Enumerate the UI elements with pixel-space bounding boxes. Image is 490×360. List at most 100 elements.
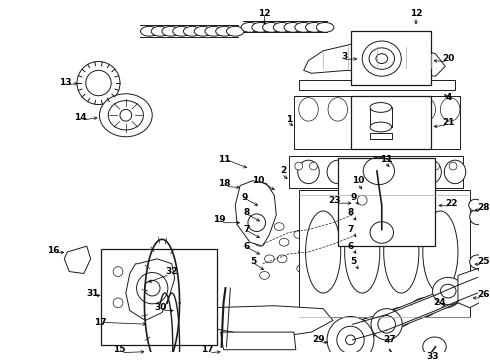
Ellipse shape [470,255,485,269]
Polygon shape [304,44,445,76]
Ellipse shape [216,26,233,36]
Ellipse shape [338,211,347,219]
Ellipse shape [205,26,222,36]
Ellipse shape [162,26,179,36]
Ellipse shape [441,98,460,121]
Text: 19: 19 [213,215,225,224]
Ellipse shape [359,219,369,226]
Ellipse shape [194,26,212,36]
Text: 24: 24 [434,298,446,307]
Ellipse shape [77,62,120,104]
Polygon shape [64,246,91,274]
Ellipse shape [317,22,334,32]
Ellipse shape [444,160,466,184]
Ellipse shape [370,122,392,132]
Ellipse shape [173,26,190,36]
Text: 31: 31 [86,289,98,298]
Ellipse shape [318,216,328,224]
Bar [294,96,460,149]
Ellipse shape [371,309,402,340]
Ellipse shape [299,248,309,256]
Ellipse shape [295,22,313,32]
Text: 26: 26 [477,291,490,300]
Ellipse shape [432,162,440,170]
Ellipse shape [433,288,460,308]
Ellipse shape [137,273,168,304]
Text: 27: 27 [383,336,396,345]
Ellipse shape [357,201,367,209]
Text: 12: 12 [410,9,422,18]
Ellipse shape [441,284,456,298]
Text: 10: 10 [252,176,265,185]
Text: 2: 2 [280,166,286,175]
Ellipse shape [113,267,123,276]
Ellipse shape [86,70,111,96]
Ellipse shape [423,337,446,356]
Text: 17: 17 [201,345,214,354]
Ellipse shape [328,98,347,121]
Bar [338,158,436,246]
Ellipse shape [299,98,318,121]
Ellipse shape [151,26,169,36]
Ellipse shape [356,317,383,337]
Text: 25: 25 [477,257,490,266]
Polygon shape [458,269,479,308]
Text: 1: 1 [286,115,292,124]
Text: 7: 7 [347,225,354,234]
Text: 20: 20 [442,54,455,63]
Text: 9: 9 [242,193,248,202]
Ellipse shape [385,307,413,328]
Ellipse shape [279,238,289,246]
Ellipse shape [294,230,304,238]
Polygon shape [370,133,392,139]
Text: 33: 33 [426,352,439,360]
Ellipse shape [378,315,395,333]
Ellipse shape [327,160,348,184]
Ellipse shape [241,22,259,32]
Ellipse shape [343,229,352,237]
Ellipse shape [248,214,266,231]
Polygon shape [220,332,296,350]
Ellipse shape [344,211,380,293]
Text: 8: 8 [347,208,354,217]
Ellipse shape [433,278,464,305]
Ellipse shape [108,100,144,130]
Ellipse shape [416,98,436,121]
Ellipse shape [298,160,319,184]
Text: 21: 21 [442,118,455,127]
Polygon shape [126,259,175,320]
Text: 15: 15 [113,345,126,354]
Bar [289,156,463,188]
Ellipse shape [265,255,274,263]
Text: 3: 3 [342,52,347,61]
Polygon shape [352,275,477,342]
Ellipse shape [469,199,482,211]
Ellipse shape [297,265,307,273]
Bar [299,190,470,318]
Ellipse shape [470,209,485,225]
Text: 13: 13 [59,77,71,86]
Ellipse shape [326,250,336,258]
Text: 9: 9 [350,193,357,202]
Ellipse shape [226,26,244,36]
Bar [350,31,431,85]
Ellipse shape [183,26,201,36]
Text: 6: 6 [347,242,354,251]
Ellipse shape [423,211,458,293]
Ellipse shape [454,279,481,299]
Text: 6: 6 [244,242,250,251]
Ellipse shape [145,280,160,296]
Text: 4: 4 [445,93,452,102]
Text: 11: 11 [218,155,230,164]
Ellipse shape [357,98,377,121]
Ellipse shape [420,160,441,184]
Polygon shape [175,306,333,336]
Ellipse shape [345,335,355,345]
Ellipse shape [113,298,123,308]
Text: 30: 30 [154,303,167,312]
Text: 5: 5 [250,257,257,266]
Bar [101,249,217,345]
Ellipse shape [252,22,270,32]
Ellipse shape [337,326,364,354]
Ellipse shape [387,98,406,121]
